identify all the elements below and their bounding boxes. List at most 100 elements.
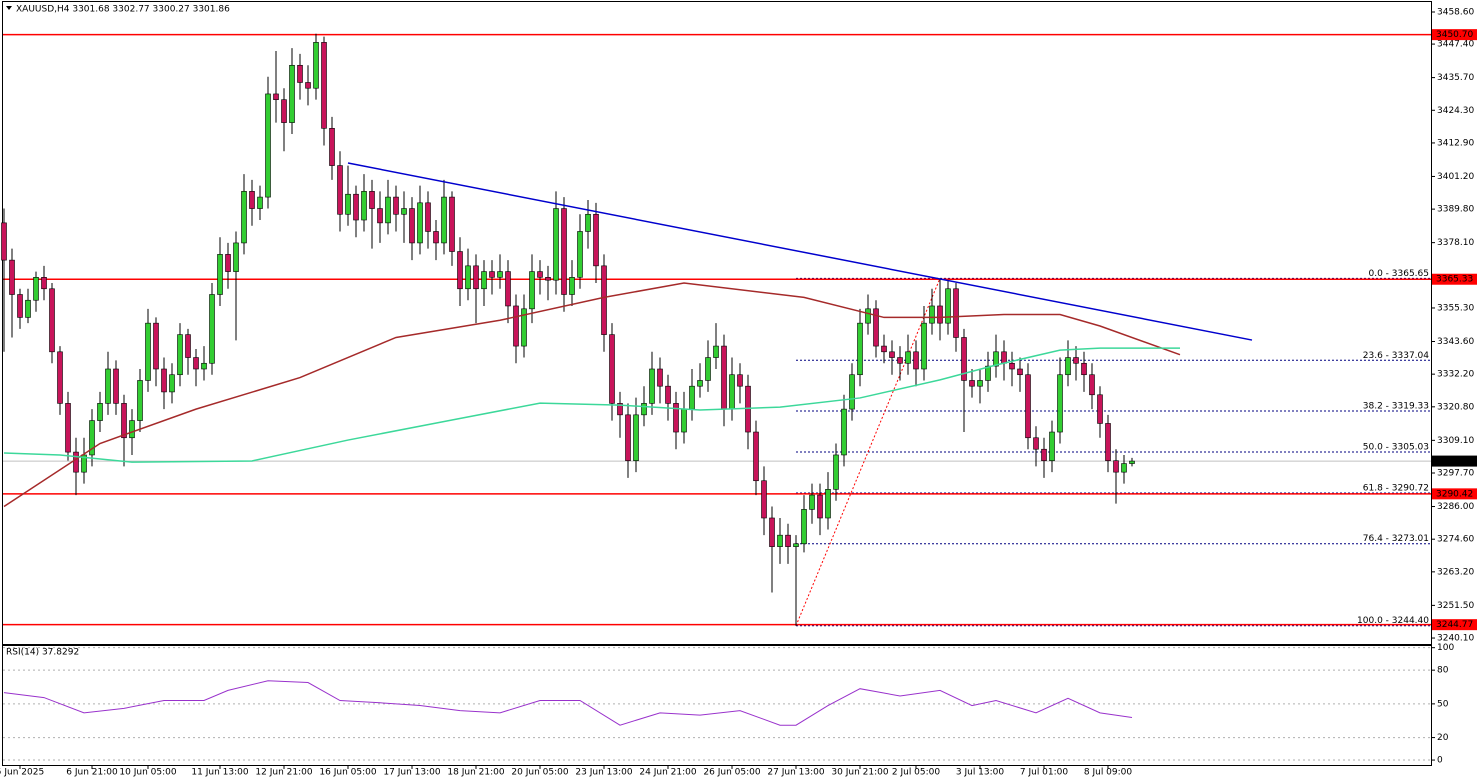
- candle-body: [57, 351, 63, 404]
- candle-body: [993, 351, 999, 367]
- candle-body: [273, 93, 279, 100]
- candle-body: [881, 345, 887, 353]
- x-tick-label: 5 Jun 2025: [0, 768, 44, 778]
- x-tick-label: 2 Jul 05:00: [892, 768, 941, 778]
- price-line-label-box: [1432, 488, 1477, 500]
- candle-body: [785, 534, 791, 547]
- candle-body: [913, 351, 919, 370]
- y-tick-label: 3251.50: [1437, 601, 1474, 611]
- candle-body: [929, 305, 935, 324]
- candle-body: [529, 271, 535, 310]
- candle-body: [865, 308, 871, 324]
- candle-body: [25, 299, 31, 318]
- candle-body: [401, 208, 407, 215]
- candle-body: [1057, 374, 1063, 433]
- fib-label: 38.2 - 3319.33: [1363, 402, 1429, 412]
- last-price-label: 3301.86: [1436, 457, 1473, 467]
- fib-label: 23.6 - 3337.04: [1363, 351, 1429, 361]
- last-price-box: [1432, 455, 1477, 467]
- x-tick-label: 20 Jun 05:00: [511, 768, 568, 778]
- y-tick-label: 3458.60: [1437, 7, 1474, 17]
- candle-body: [801, 509, 807, 545]
- candle-body: [641, 403, 647, 416]
- y-tick-label: 3263.20: [1437, 567, 1474, 577]
- candle-body: [721, 345, 727, 410]
- y-tick-label: 3343.60: [1437, 337, 1474, 347]
- y-tick-label: 3274.60: [1437, 535, 1474, 545]
- candle-body: [585, 213, 591, 232]
- candle-body: [337, 165, 343, 215]
- price-line-label: 3365.33: [1436, 275, 1473, 285]
- rsi-tick-label: 0: [1437, 756, 1443, 766]
- y-tick-label: 3355.30: [1437, 303, 1474, 313]
- candle-body: [433, 231, 439, 244]
- candle-body: [489, 271, 495, 278]
- price-line-label-box: [1432, 29, 1477, 41]
- rsi-tick-label: 100: [1437, 643, 1454, 653]
- candle-body: [1, 222, 7, 261]
- candle-body: [1065, 357, 1071, 376]
- price-line-label: 3290.42: [1436, 489, 1473, 499]
- candle-body: [545, 277, 551, 281]
- candle-body: [121, 403, 127, 439]
- candle-body: [233, 242, 239, 272]
- x-tick-label: 16 Jun 05:00: [319, 768, 376, 778]
- candle-body: [905, 351, 911, 364]
- candle-body: [321, 42, 327, 129]
- candle-body: [505, 271, 511, 307]
- candle-body: [1017, 368, 1023, 376]
- candle-body: [961, 337, 967, 381]
- candle-body: [833, 454, 839, 490]
- candle-body: [177, 334, 183, 376]
- candle-body: [857, 322, 863, 376]
- candle-body: [697, 380, 703, 387]
- candle-body: [225, 254, 231, 272]
- candle-body: [665, 385, 671, 404]
- price-line-label-box: [1432, 619, 1477, 631]
- candle-body: [1073, 357, 1079, 364]
- candle-body: [1009, 362, 1015, 370]
- candle-body: [945, 288, 951, 324]
- x-tick-label: 23 Jun 13:00: [575, 768, 632, 778]
- x-tick-label: 18 Jun 21:00: [447, 768, 504, 778]
- candle-body: [521, 308, 527, 347]
- candle-body: [281, 99, 287, 123]
- candle-body: [209, 294, 215, 364]
- candle-body: [817, 494, 823, 519]
- candle-body: [1033, 437, 1039, 450]
- y-tick-label: 3309.10: [1437, 436, 1474, 446]
- candle-body: [241, 191, 247, 244]
- candle-body: [81, 454, 87, 473]
- candle-body: [673, 403, 679, 433]
- y-tick-label: 3447.40: [1437, 40, 1474, 50]
- menu-icon[interactable]: [6, 6, 12, 10]
- rsi-tick-label: 50: [1437, 699, 1449, 709]
- candle-body: [97, 403, 103, 421]
- rsi-tick-label: 80: [1437, 666, 1449, 676]
- candle-body: [1129, 460, 1135, 464]
- x-tick-label: 30 Jun 21:00: [831, 768, 888, 778]
- fib-diagonal: [795, 278, 941, 626]
- candle-body: [937, 305, 943, 324]
- candle-body: [49, 288, 55, 353]
- candle-body: [841, 408, 847, 456]
- candle-body: [649, 368, 655, 404]
- candle-body: [497, 271, 503, 278]
- candle-body: [361, 191, 367, 221]
- candle-body: [777, 534, 783, 547]
- candle-body: [377, 208, 383, 224]
- candle-body: [809, 494, 815, 510]
- candle-body: [305, 82, 311, 89]
- candle-body: [593, 213, 599, 267]
- candle-body: [113, 368, 119, 404]
- candle-body: [769, 517, 775, 547]
- price-line-label: 3244.77: [1436, 620, 1473, 630]
- candle-body: [33, 277, 39, 301]
- candle-body: [1089, 374, 1095, 396]
- candle-body: [457, 251, 463, 290]
- candle-body: [161, 368, 167, 393]
- x-tick-label: 3 Jul 13:00: [956, 768, 1005, 778]
- candle-body: [897, 357, 903, 364]
- y-tick-label: 3297.70: [1437, 469, 1474, 479]
